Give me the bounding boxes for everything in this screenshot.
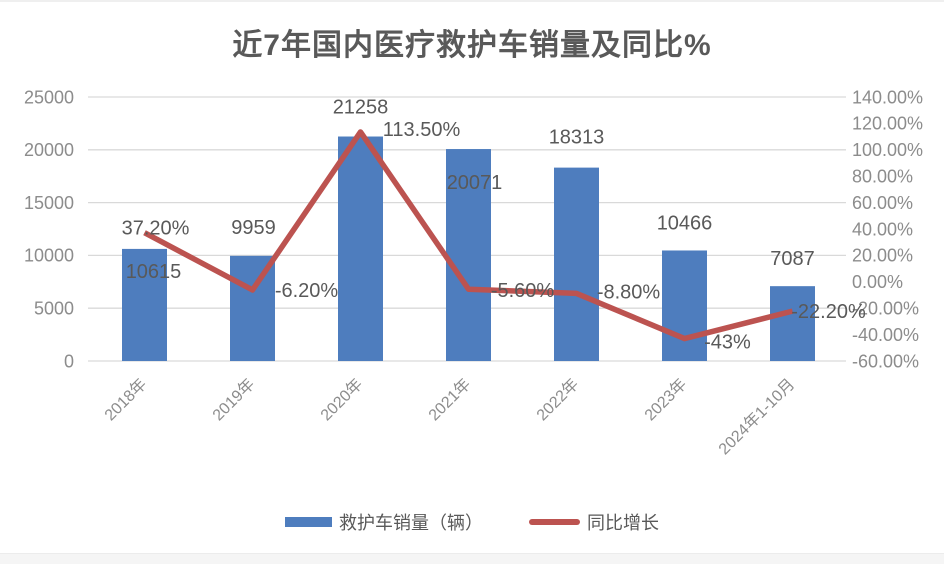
bar-data-label: 9959 (231, 217, 276, 239)
x-axis-label-2020年: 2020年 (317, 375, 366, 424)
right-axis-tick-label: 120.00% (852, 114, 923, 134)
line-data-label: 113.50% (383, 119, 461, 141)
bar-data-label: 10466 (657, 212, 713, 234)
x-axis-label-2024年1-10月: 2024年1-10月 (715, 375, 798, 458)
left-axis-tick-label: 5000 (34, 299, 74, 319)
left-axis-tick-label: 20000 (24, 140, 74, 160)
x-axis-label-2019年: 2019年 (209, 375, 258, 424)
left-axis-tick-label: 10000 (24, 246, 74, 266)
left-axis-tick-label: 15000 (24, 193, 74, 213)
line-data-label: -8.80% (597, 281, 661, 303)
bar-2018年 (122, 248, 167, 361)
right-axis-tick-label: 80.00% (852, 167, 913, 187)
right-axis-tick-label: 20.00% (852, 246, 913, 266)
bar-2024年1-10月 (770, 286, 815, 361)
line-data-label: -22.20% (791, 301, 866, 323)
right-axis-tick-label: 140.00% (852, 87, 923, 107)
bar-data-label: 20071 (447, 172, 503, 194)
bar-2019年 (230, 255, 275, 361)
chart-title: 近7年国内医疗救护车销量及同比% (232, 29, 712, 62)
x-axis-label-2022年: 2022年 (533, 375, 582, 424)
bar-data-label: 10615 (126, 261, 182, 283)
bar-2020年 (338, 136, 383, 361)
right-axis-tick-label: 0.00% (852, 272, 903, 292)
chart-legend: 救护车销量（辆） 同比增长 (0, 508, 944, 536)
bar-2022年 (554, 167, 599, 361)
right-axis-tick-label: 60.00% (852, 193, 913, 213)
right-axis-tick-label: -40.00% (852, 325, 919, 345)
bar-series-swatch-icon (285, 517, 332, 527)
line-series-swatch-icon (529, 519, 580, 525)
right-axis-tick-label: -20.00% (852, 299, 919, 319)
legend-label-sales: 救护车销量（辆） (339, 513, 483, 533)
legend-item-sales: 救护车销量（辆） (285, 509, 483, 535)
line-data-label: 37.20% (122, 218, 190, 240)
bar-data-label: 18313 (549, 127, 605, 149)
page-bottom-strip (0, 553, 944, 564)
right-axis-tick-label: 40.00% (852, 219, 913, 239)
bar-data-label: 21258 (333, 97, 389, 119)
line-data-label: -43% (704, 332, 751, 354)
left-axis-tick-label: 25000 (24, 87, 74, 107)
x-axis-label-2021年: 2021年 (425, 375, 474, 424)
growth-line (143, 129, 794, 342)
line-data-label: -5.60% (491, 280, 555, 302)
legend-item-growth: 同比增长 (529, 509, 659, 535)
left-axis-tick-label: 0 (64, 351, 74, 371)
bar-2023年 (662, 250, 707, 361)
line-data-label: -6.20% (275, 280, 339, 302)
right-axis-tick-label: -60.00% (852, 351, 919, 371)
bar-data-label: 7087 (770, 248, 815, 270)
legend-label-growth: 同比增长 (587, 513, 659, 533)
x-axis-label-2018年: 2018年 (101, 375, 150, 424)
page-top-border (0, 0, 944, 2)
bar-2021年 (446, 149, 491, 361)
x-axis-label-2023年: 2023年 (641, 375, 690, 424)
right-axis-tick-label: 100.00% (852, 140, 923, 160)
